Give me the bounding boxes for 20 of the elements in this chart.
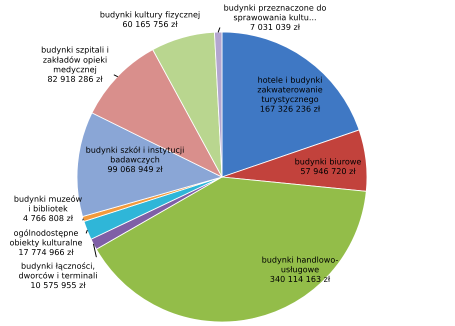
slice-label: budynki szkół i instytucji badawczych — [86, 146, 184, 164]
data-label: 82 918 286 zł — [48, 76, 103, 82]
slice-label: budynki handlowo-usługowe — [262, 256, 338, 274]
data-label: 57 946 720 zł — [301, 168, 356, 174]
data-label: 10 575 955 zł — [31, 282, 86, 288]
slice-label: budynki przeznaczone do sprawowania kultu... — [224, 4, 326, 22]
slice-label: hotele i budynki zakwaterowanie turystycznego — [258, 76, 322, 104]
slice-label: budynki muzeów i bibliotek — [14, 195, 82, 212]
data-label: 4 766 808 zł — [23, 214, 74, 222]
slice-label: budynki szpitali i zakładów opieki medycznej — [42, 46, 108, 74]
slice-label: budynki łączności, dworców i terminali — [18, 262, 97, 278]
data-label: 99 068 949 zł — [108, 166, 163, 172]
slice-label: budynki biurowe — [295, 158, 361, 166]
data-label: 7 031 039 zł — [250, 24, 300, 30]
slice-label: budynki kultury fizycznej — [100, 11, 200, 20]
data-label: 17 774 966 zł — [19, 248, 74, 256]
slice-label: ogólnodostępne obiekty kulturalne — [10, 229, 82, 248]
data-label: 167 326 236 zł — [260, 106, 320, 112]
data-label: 340 114 163 zł — [270, 276, 330, 282]
data-label: 60 165 756 zł — [122, 20, 178, 28]
